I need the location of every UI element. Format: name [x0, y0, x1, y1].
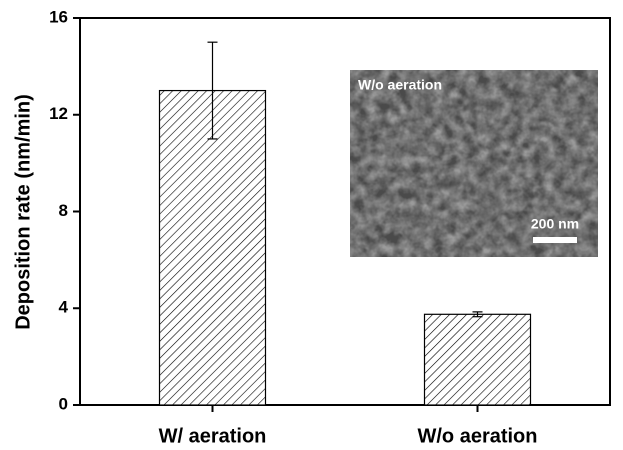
y-tick-label: 8 — [59, 201, 68, 220]
y-tick-label: 16 — [49, 7, 68, 26]
x-tick-label: W/ aeration — [159, 425, 267, 447]
chart: W/o aeration 200 nm Deposition rate (nm/… — [0, 0, 623, 450]
y-tick-label: 0 — [59, 394, 68, 413]
y-axis-label: Deposition rate (nm/min) — [12, 94, 34, 330]
inset-label: W/o aeration — [358, 77, 442, 93]
y-tick-label: 4 — [59, 298, 69, 317]
x-tick-label: W/o aeration — [417, 425, 537, 447]
bar — [425, 314, 531, 405]
y-tick-label: 12 — [49, 104, 68, 123]
scale-bar-label: 200 nm — [531, 216, 579, 232]
